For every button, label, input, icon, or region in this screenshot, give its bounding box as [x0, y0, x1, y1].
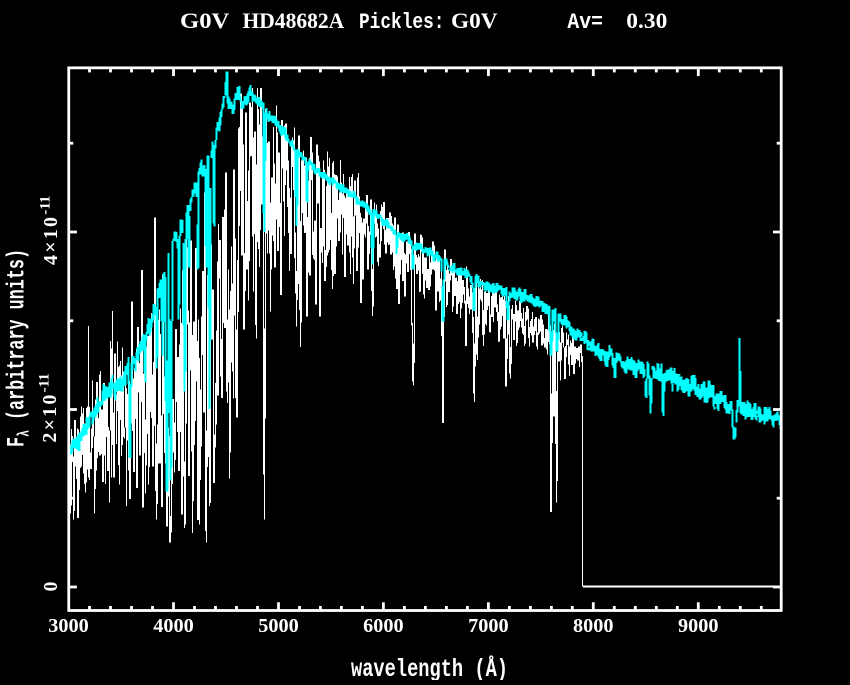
svg-text:Fλ (arbitrary units): Fλ (arbitrary units)	[3, 249, 35, 447]
svg-text:3000: 3000	[48, 616, 89, 637]
svg-text:4000: 4000	[153, 616, 194, 637]
svg-text:5000: 5000	[258, 616, 299, 637]
svg-text:0.30: 0.30	[626, 8, 667, 33]
svg-text:0: 0	[41, 582, 62, 592]
svg-text:2×10-11: 2×10-11	[36, 373, 61, 442]
svg-text:Pickles:: Pickles:	[359, 10, 445, 35]
svg-text:HD48682A: HD48682A	[243, 8, 345, 33]
svg-text:6000: 6000	[363, 616, 404, 637]
svg-text:G0V: G0V	[180, 8, 230, 33]
svg-text:9000: 9000	[678, 616, 719, 637]
svg-text:8000: 8000	[573, 616, 614, 637]
svg-text:7000: 7000	[468, 616, 509, 637]
svg-text:Av=: Av=	[567, 10, 603, 35]
svg-text:wavelength (Å): wavelength (Å)	[351, 655, 508, 680]
svg-text:G0V: G0V	[451, 8, 498, 33]
